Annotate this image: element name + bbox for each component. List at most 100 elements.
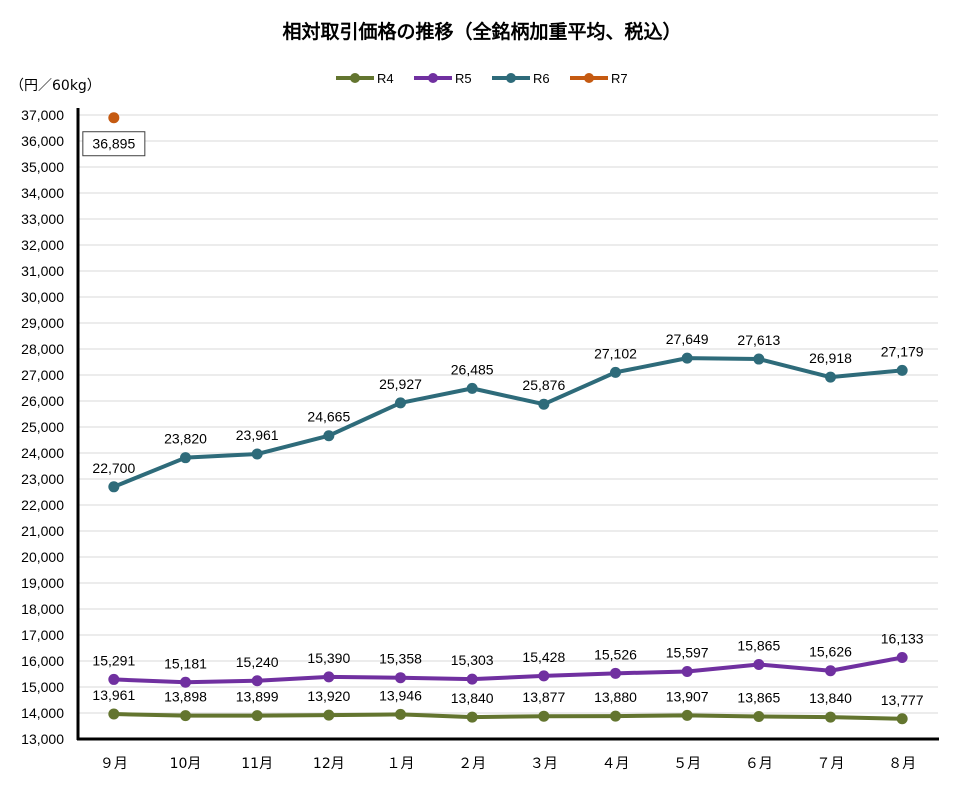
data-label: 26,485 <box>451 361 494 377</box>
data-point-r4 <box>681 709 693 721</box>
data-point-r6 <box>681 352 693 364</box>
y-tick-label: 18,000 <box>21 601 64 617</box>
legend: R4 R5 R6 R7 <box>336 71 628 86</box>
x-tick-label: ８月 <box>888 756 916 772</box>
y-tick-label: 23,000 <box>21 471 64 487</box>
data-point-r5 <box>681 665 693 677</box>
data-label: 16,133 <box>881 631 924 647</box>
data-label: 13,907 <box>666 688 709 704</box>
data-label: 15,181 <box>164 655 207 671</box>
gridlines <box>78 114 938 714</box>
data-label: 13,961 <box>92 687 135 703</box>
data-point-r6 <box>610 366 621 378</box>
series-layer <box>108 112 908 725</box>
data-label: 13,777 <box>881 692 924 708</box>
data-point-r6 <box>896 364 908 376</box>
x-axis-ticks: ９月 10月 11月 12月 １月 ２月 ３月 ４月 ５月 ６月 ７月 ８月 <box>100 756 916 772</box>
y-tick-label: 13,000 <box>21 731 64 747</box>
data-label: 15,626 <box>809 644 852 660</box>
y-tick-label: 32,000 <box>21 237 64 253</box>
legend-label: R6 <box>533 71 550 86</box>
series-line-r6 <box>113 356 903 489</box>
x-tick-label: ６月 <box>745 756 773 772</box>
data-point-r5 <box>610 667 621 679</box>
data-point-r6 <box>538 398 550 410</box>
y-tick-label: 15,000 <box>21 679 64 695</box>
legend-swatch-marker <box>350 73 360 83</box>
series-line-r5 <box>113 655 903 685</box>
data-point-r4 <box>753 711 765 723</box>
data-label: 25,876 <box>522 377 565 393</box>
legend-label: R5 <box>455 71 472 86</box>
data-label: 15,865 <box>737 638 780 654</box>
y-tick-label: 17,000 <box>21 627 64 643</box>
data-point-r4 <box>251 710 263 722</box>
x-tick-label: 12月 <box>313 756 345 772</box>
data-point-r5 <box>538 670 550 682</box>
data-label: 27,102 <box>594 345 637 361</box>
data-label: 15,240 <box>236 654 279 670</box>
y-tick-label: 37,000 <box>21 107 64 123</box>
data-point-r5 <box>395 672 406 684</box>
x-tick-label: 11月 <box>241 756 273 772</box>
data-label: 13,920 <box>307 688 350 704</box>
data-point-r4 <box>466 711 478 723</box>
data-label: 25,927 <box>379 376 422 392</box>
data-label: 13,898 <box>164 689 207 705</box>
y-tick-label: 30,000 <box>21 289 64 305</box>
data-label: 23,820 <box>164 431 207 447</box>
data-point-r5 <box>825 665 836 677</box>
data-point-r4 <box>896 713 908 725</box>
data-point-r6 <box>466 382 478 394</box>
legend-label: R7 <box>611 71 628 86</box>
y-tick-label: 25,000 <box>21 419 64 435</box>
data-point-r4 <box>610 710 621 722</box>
data-label: 13,840 <box>451 690 494 706</box>
y-tick-label: 24,000 <box>21 445 64 461</box>
y-tick-label: 27,000 <box>21 367 64 383</box>
x-tick-label: ４月 <box>602 756 630 772</box>
data-label: 27,179 <box>881 343 924 359</box>
data-point-r4 <box>323 709 335 721</box>
data-point-r5 <box>251 675 263 687</box>
data-label: 15,597 <box>666 644 709 660</box>
y-tick-label: 34,000 <box>21 185 64 201</box>
y-tick-label: 31,000 <box>21 263 64 279</box>
y-tick-label: 19,000 <box>21 575 64 591</box>
data-label: 26,918 <box>809 350 852 366</box>
x-tick-label: 10月 <box>170 756 202 772</box>
data-label: 15,358 <box>379 651 422 667</box>
y-tick-label: 28,000 <box>21 341 64 357</box>
data-label: 13,877 <box>522 689 565 705</box>
data-label: 15,390 <box>307 650 350 666</box>
y-tick-label: 35,000 <box>21 159 64 175</box>
y-axis-unit-label: （円／60kg） <box>10 78 101 94</box>
data-label: 15,303 <box>451 652 494 668</box>
data-point-r6 <box>323 430 335 442</box>
data-point-r5 <box>753 659 765 671</box>
data-label: 13,946 <box>379 687 422 703</box>
data-label: 24,665 <box>307 409 350 425</box>
data-label: 13,840 <box>809 690 852 706</box>
data-point-r4 <box>825 711 836 723</box>
chart-title: 相対取引価格の推移（全銘柄加重平均、税込） <box>282 20 681 43</box>
data-label-box <box>82 131 146 157</box>
y-axis-ticks: 13,000 14,000 15,000 16,000 17,000 18,000 19,0… <box>21 107 64 747</box>
y-tick-label: 20,000 <box>21 549 64 565</box>
data-point-r6 <box>108 481 120 493</box>
data-label: 23,961 <box>236 427 279 443</box>
data-point-r6 <box>395 397 406 409</box>
y-tick-label: 29,000 <box>21 315 64 331</box>
data-label: 13,865 <box>737 690 780 706</box>
y-tick-label: 26,000 <box>21 393 64 409</box>
legend-label: R4 <box>377 71 394 86</box>
data-point-r4 <box>395 708 406 720</box>
data-label: 15,526 <box>594 646 637 662</box>
data-point-r5 <box>323 671 335 683</box>
y-tick-label: 36,000 <box>21 133 64 149</box>
legend-swatch-marker <box>584 73 594 83</box>
data-point-r4 <box>180 710 191 722</box>
data-label: 27,649 <box>666 331 709 347</box>
series-line-r4 <box>113 712 903 721</box>
